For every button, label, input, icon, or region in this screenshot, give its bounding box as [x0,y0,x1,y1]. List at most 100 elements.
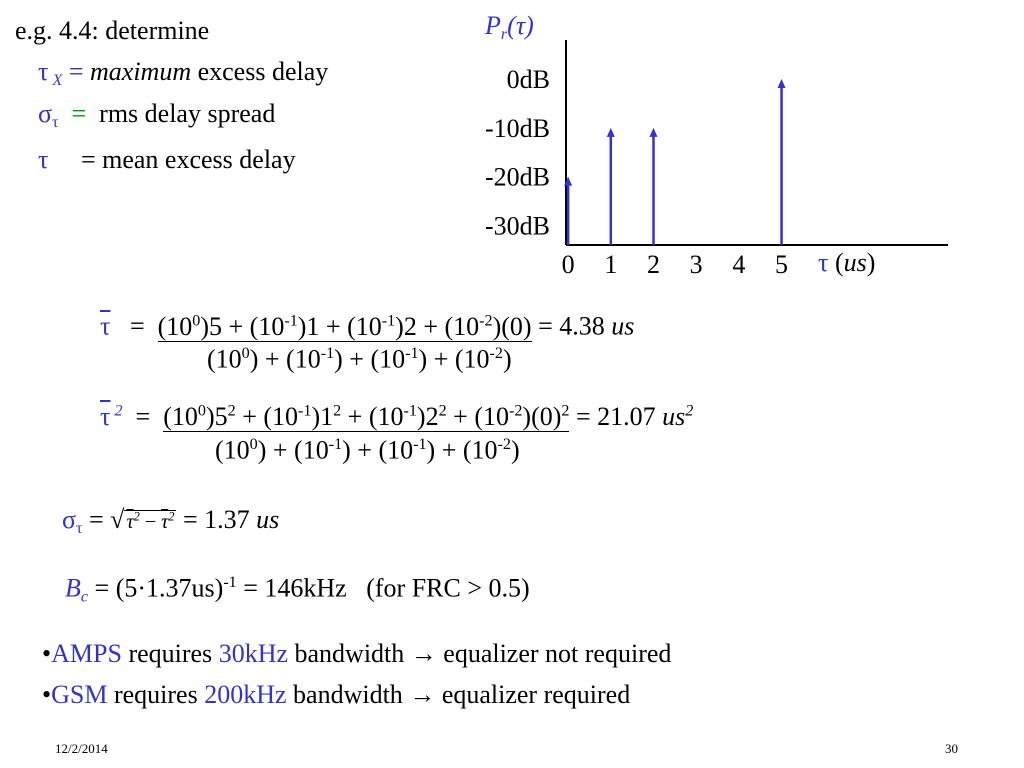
text-run: τ [38,57,49,86]
text-run: equalizer not required [436,639,672,668]
result: = 1.37 us [176,505,279,534]
sqrt-sign: √ [110,505,125,534]
text-run: 2 [168,509,175,524]
equation: τ 2 = (100)52 + (10-1)12 + (10-1)22 + (1… [100,401,693,432]
text-run: ) [502,344,512,374]
radicand: τ2 − τ2 [124,509,177,533]
text-run: AMPS [51,639,122,668]
text-run: equalizer required [435,680,631,709]
text-run: us [662,401,686,431]
text-run: 2 [133,509,140,524]
text-run: τ [100,311,111,341]
text-run: c [80,588,89,606]
text-run: 0 [249,436,258,453]
text-run: • [42,680,52,709]
text-run: → [409,680,436,709]
text-run: = mean excess delay [48,145,296,174]
text-run: ) + (10 [342,435,414,465]
text-run: us [611,311,635,341]
text-run: = 4.38 [531,311,612,341]
lhs: στ = [62,505,111,537]
bullet: •AMPS requires 30kHz bandwidth → equaliz… [42,639,672,669]
text-run: )1 + (10 [297,311,382,341]
text-run: σ [38,99,53,128]
text-run: σ [62,505,77,534]
text-run: τ [126,511,134,533]
coherence: Bc = (5·1.37us)-1 = 146kHz (for FRC > 0.… [65,574,530,606]
stem-arrowhead [606,127,615,137]
text-run: (10 [207,344,242,374]
footer-date: 12/2/2014 [55,741,108,756]
x-tick-label: 3 [690,250,703,279]
text-run: 0 [192,312,201,329]
footer-page: 30 [945,741,958,756]
text-run: ) + (10 [334,344,406,374]
stem-arrowhead [564,176,573,186]
bullet: •GSM requires 200kHz bandwidth → equaliz… [42,680,631,710]
equation: στ = √ τ2 − τ2 = 1.37 us [62,505,279,538]
text-run: (10 [157,311,193,341]
denominator: (100) + (10-1) + (10-1) + (10-2) [215,436,520,465]
text-run: 30kHz [218,639,289,668]
text-run: ) + (10 [426,435,498,465]
text-run: (τ) [507,11,534,40]
text-run: − [139,511,162,533]
text-run: = [82,505,111,534]
text-run: 2 [333,402,342,419]
text-run: ) [510,435,520,465]
text-run: maximum [90,57,192,86]
stem [606,127,615,245]
text-run: us [256,505,280,534]
text-run: B [65,573,81,603]
x-tick-label: 1 [604,250,617,279]
stem-arrowhead [777,79,786,89]
text-run: -2 [497,436,511,453]
text-run: -1 [320,345,335,362]
text-run: requires [107,680,205,709]
text-run: r [500,25,508,43]
text-run: τ [38,145,49,174]
text-run: + (10 [235,401,299,431]
text-run: ( [828,248,844,277]
text-run: -2 [508,402,523,419]
text-run: )2 [416,401,439,431]
text-run: -1 [284,312,298,329]
x-title: τ (us) [818,248,876,278]
text-run: -1 [298,402,312,419]
text-run: 2 [110,402,123,419]
text-run: us [843,248,867,277]
text-run: -1 [413,436,427,453]
definition: στ = rms delay spread [38,99,276,132]
text-run: )1 [311,401,334,431]
numerator: (100)52 + (10-1)12 + (10-1)22 + (10-2)(0… [163,401,570,432]
x-tick-label: 0 [562,250,575,279]
text-run: τ [52,113,59,131]
text-run: = [62,57,90,86]
text-run: 0 [197,402,206,419]
text-run: excess delay [191,57,329,86]
text-run: = 21.07 [569,401,663,431]
text-run: (10 [215,435,250,465]
text-run: -1 [328,436,343,453]
text-run: ) [866,248,876,277]
stem [564,176,573,245]
text-run: → [410,639,437,668]
y-tick-label: -20dB [485,163,550,192]
text-run: rms delay spread [99,99,276,128]
text-run: )(0) [492,311,532,341]
result: = 21.07 us2 [569,402,693,431]
equation: τ = (100)5 + (10-1)1 + (10-1)2 + (10-2)(… [100,311,635,342]
text-run: τ [161,511,169,533]
text-run: ) + (10 [249,344,321,374]
x-tick-label: 5 [775,250,788,279]
text-run: bandwidth [286,680,410,709]
definition: τ = mean excess delay [38,145,296,175]
text-run: + (10 [446,401,509,431]
text-run: )5 [205,401,228,431]
text-run: )(0) [522,401,562,431]
text-run: = [122,401,164,431]
text-run: -1 [381,312,396,329]
text-run: -1 [405,345,419,362]
